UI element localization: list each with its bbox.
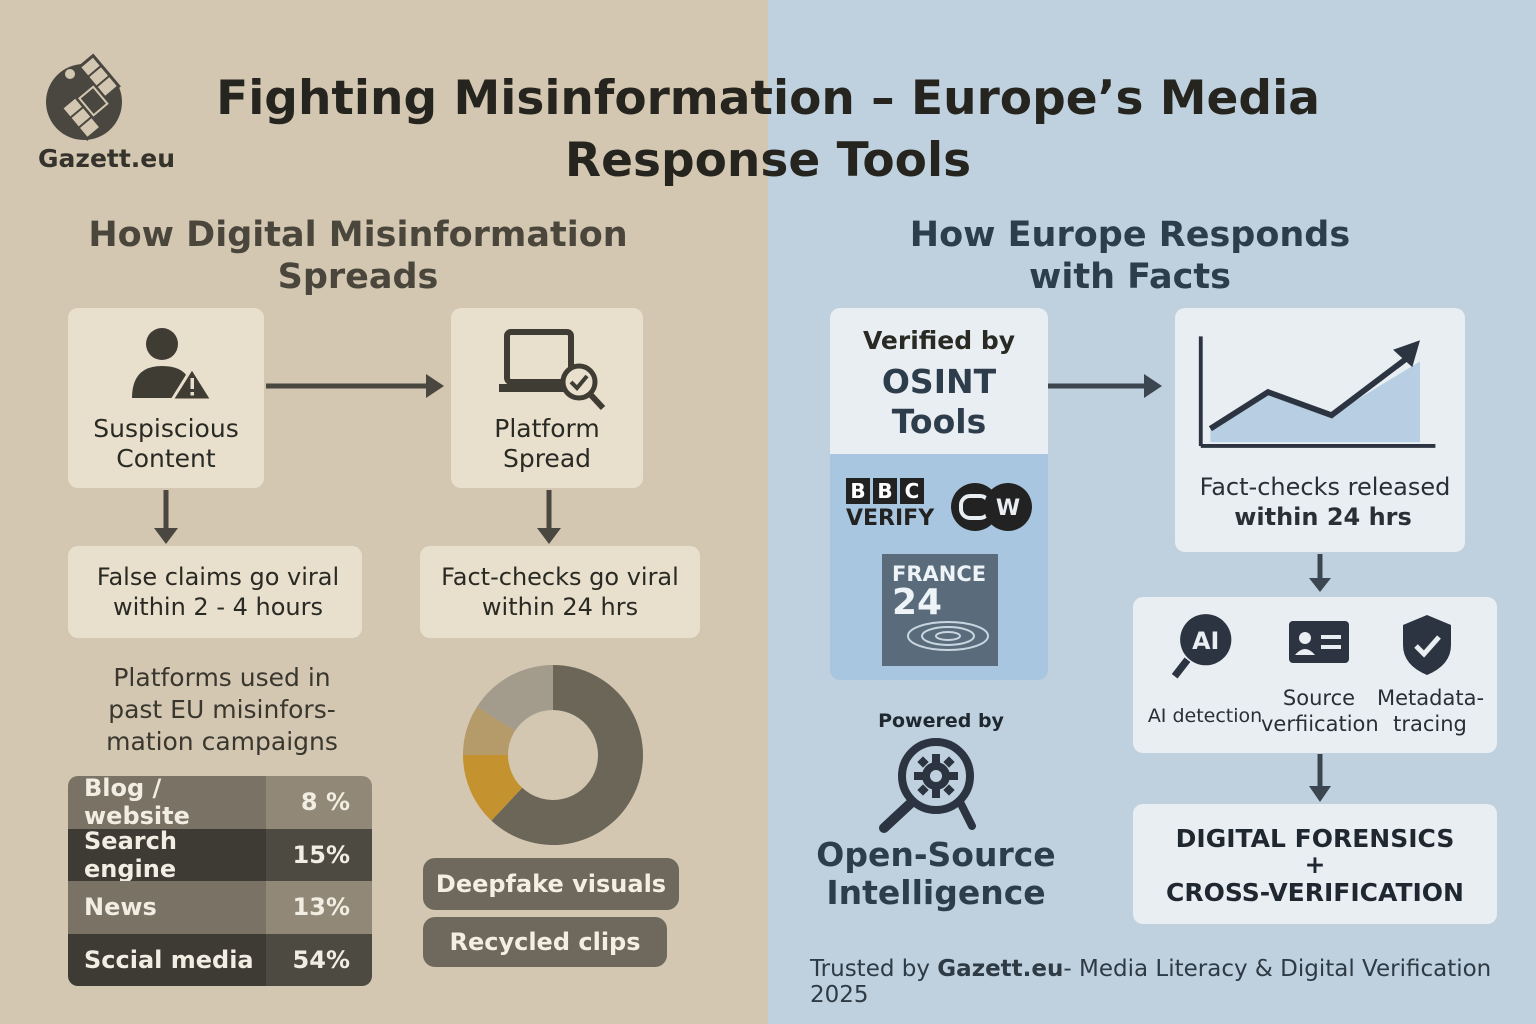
france24-logo: FRANCE 24 — [882, 554, 998, 666]
trend-chart-card: Fact-checks released within 24 hrs — [1175, 308, 1465, 552]
forensics-card: DIGITAL FORENSICS + CROSS-VERIFICATION — [1133, 804, 1497, 924]
verify-text: VERIFY — [846, 506, 935, 531]
gear-search-icon — [879, 738, 976, 833]
page-title: Fighting Misinformation – Europe’s Media… — [216, 71, 1320, 188]
platform-name: Blog / website — [68, 776, 266, 830]
bbc-letter: B — [873, 478, 897, 504]
upward-trend-icon — [1198, 336, 1436, 448]
dw-logo-icon: W — [951, 483, 1032, 531]
ai-badge-text: AI — [1192, 627, 1219, 655]
suspicious-content-card: Suspiscious Content — [68, 308, 264, 488]
suspicious-content-label: Suspiscious Content — [93, 414, 239, 473]
platform-name: News — [68, 881, 266, 934]
footer-suffix: - Media Literacy & Digital Verification … — [810, 956, 1492, 1008]
platform-value: 15% — [266, 828, 372, 881]
bbc-letter: C — [900, 478, 924, 504]
footer-text: Trusted by Gazett.eu- Media Literacy & D… — [810, 956, 1510, 1008]
bbc-letter: B — [846, 478, 870, 504]
id-card-icon — [1289, 621, 1349, 663]
logo-text: Gazett.eu — [38, 144, 176, 173]
open-source-intelligence-text: Open-Source Intelligence — [816, 835, 1056, 912]
donut-chart — [463, 665, 643, 845]
laptop-search-icon — [499, 329, 606, 411]
arrow-down-icon — [537, 490, 561, 544]
donut-slice — [491, 665, 643, 845]
tools-text: Tools — [891, 402, 987, 441]
platforms-title: Platforms used in past EU misinfors-mati… — [106, 663, 338, 756]
table-row: Search engine 15% — [68, 827, 372, 883]
bbc-verify-logo: B B C VERIFY — [846, 478, 935, 534]
table-row: News 13% — [68, 881, 372, 934]
digital-forensics-text: DIGITAL FORENSICS — [1175, 824, 1455, 853]
footer-brand: Gazett.eu — [937, 956, 1064, 982]
platform-value: 54% — [266, 933, 372, 986]
waves-icon — [907, 621, 989, 651]
arrow-right-icon — [1048, 374, 1162, 398]
arrow-down-icon — [1309, 754, 1331, 802]
fact-checks-viral-card: Fact-checks go viral within 24 hrs — [420, 546, 700, 638]
verification-tools-card: AI AI detection Source verfiication Meta… — [1133, 597, 1497, 753]
false-claims-text: False claims go viral within 2 - 4 hours — [96, 563, 340, 621]
verified-by-text: Verified by — [862, 326, 1016, 355]
platform-name: Search engine — [68, 827, 266, 883]
source-verification-label: Source verfiication — [1261, 686, 1379, 736]
svg-text:W: W — [996, 496, 1020, 521]
platform-name: Sccial media — [68, 933, 266, 986]
ai-detection-icon: AI — [1171, 614, 1232, 679]
platform-value: 8 % — [266, 776, 372, 829]
footer-prefix: Trusted by — [810, 956, 938, 982]
donut-slice — [477, 665, 553, 731]
platform-spread-label: Platform Spread — [494, 414, 600, 473]
deepfake-visuals-tag: Deepfake visuals — [423, 858, 679, 910]
osint-verified-card: Verified by OSINT Tools B B C VERIFY W F… — [830, 308, 1048, 680]
satellite-logo-icon — [46, 53, 122, 141]
arrow-down-icon — [154, 490, 178, 544]
cross-verification-text: CROSS-VERIFICATION — [1166, 878, 1464, 907]
arrow-down-icon — [1309, 554, 1331, 592]
osint-text: OSINT — [881, 362, 997, 401]
platform-value: 13% — [266, 881, 372, 934]
plus-text: + — [1304, 850, 1326, 879]
fact-checks-viral-text: Fact-checks go viral within 24 hrs — [441, 563, 679, 621]
arrow-right-icon — [266, 374, 444, 398]
platforms-table: Blog / website 8 % Search engine 15% New… — [68, 776, 372, 986]
false-claims-card: False claims go viral within 2 - 4 hours — [68, 546, 362, 638]
platform-spread-card: Platform Spread — [451, 308, 643, 488]
recycled-clips-tag: Recycled clips — [423, 917, 667, 967]
ai-detection-label: AI detection — [1147, 705, 1263, 727]
france-text: FRANCE — [892, 562, 987, 586]
user-warning-icon — [132, 328, 215, 402]
metadata-tracing-label: Metadata-tracing — [1377, 686, 1485, 736]
table-row: Sccial media 54% — [68, 933, 372, 986]
within-24-text: within 24 hrs — [1234, 503, 1412, 531]
right-section-title: How Europe Responds with Facts — [909, 215, 1351, 297]
donut-slice — [463, 755, 523, 821]
left-section-title: How Digital Misinformation Spreads — [88, 215, 628, 297]
powered-by-text: Powered by — [878, 710, 1004, 732]
fact-checks-released-text: Fact-checks released — [1199, 473, 1451, 501]
table-row: Blog / website 8 % — [68, 776, 372, 830]
donut-slice — [463, 706, 516, 755]
num24-text: 24 — [892, 582, 943, 623]
shield-check-icon — [1403, 615, 1451, 675]
